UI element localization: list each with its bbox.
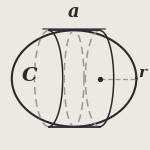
Text: a: a [68, 3, 80, 21]
Text: C: C [21, 67, 37, 85]
Text: r: r [138, 66, 146, 80]
